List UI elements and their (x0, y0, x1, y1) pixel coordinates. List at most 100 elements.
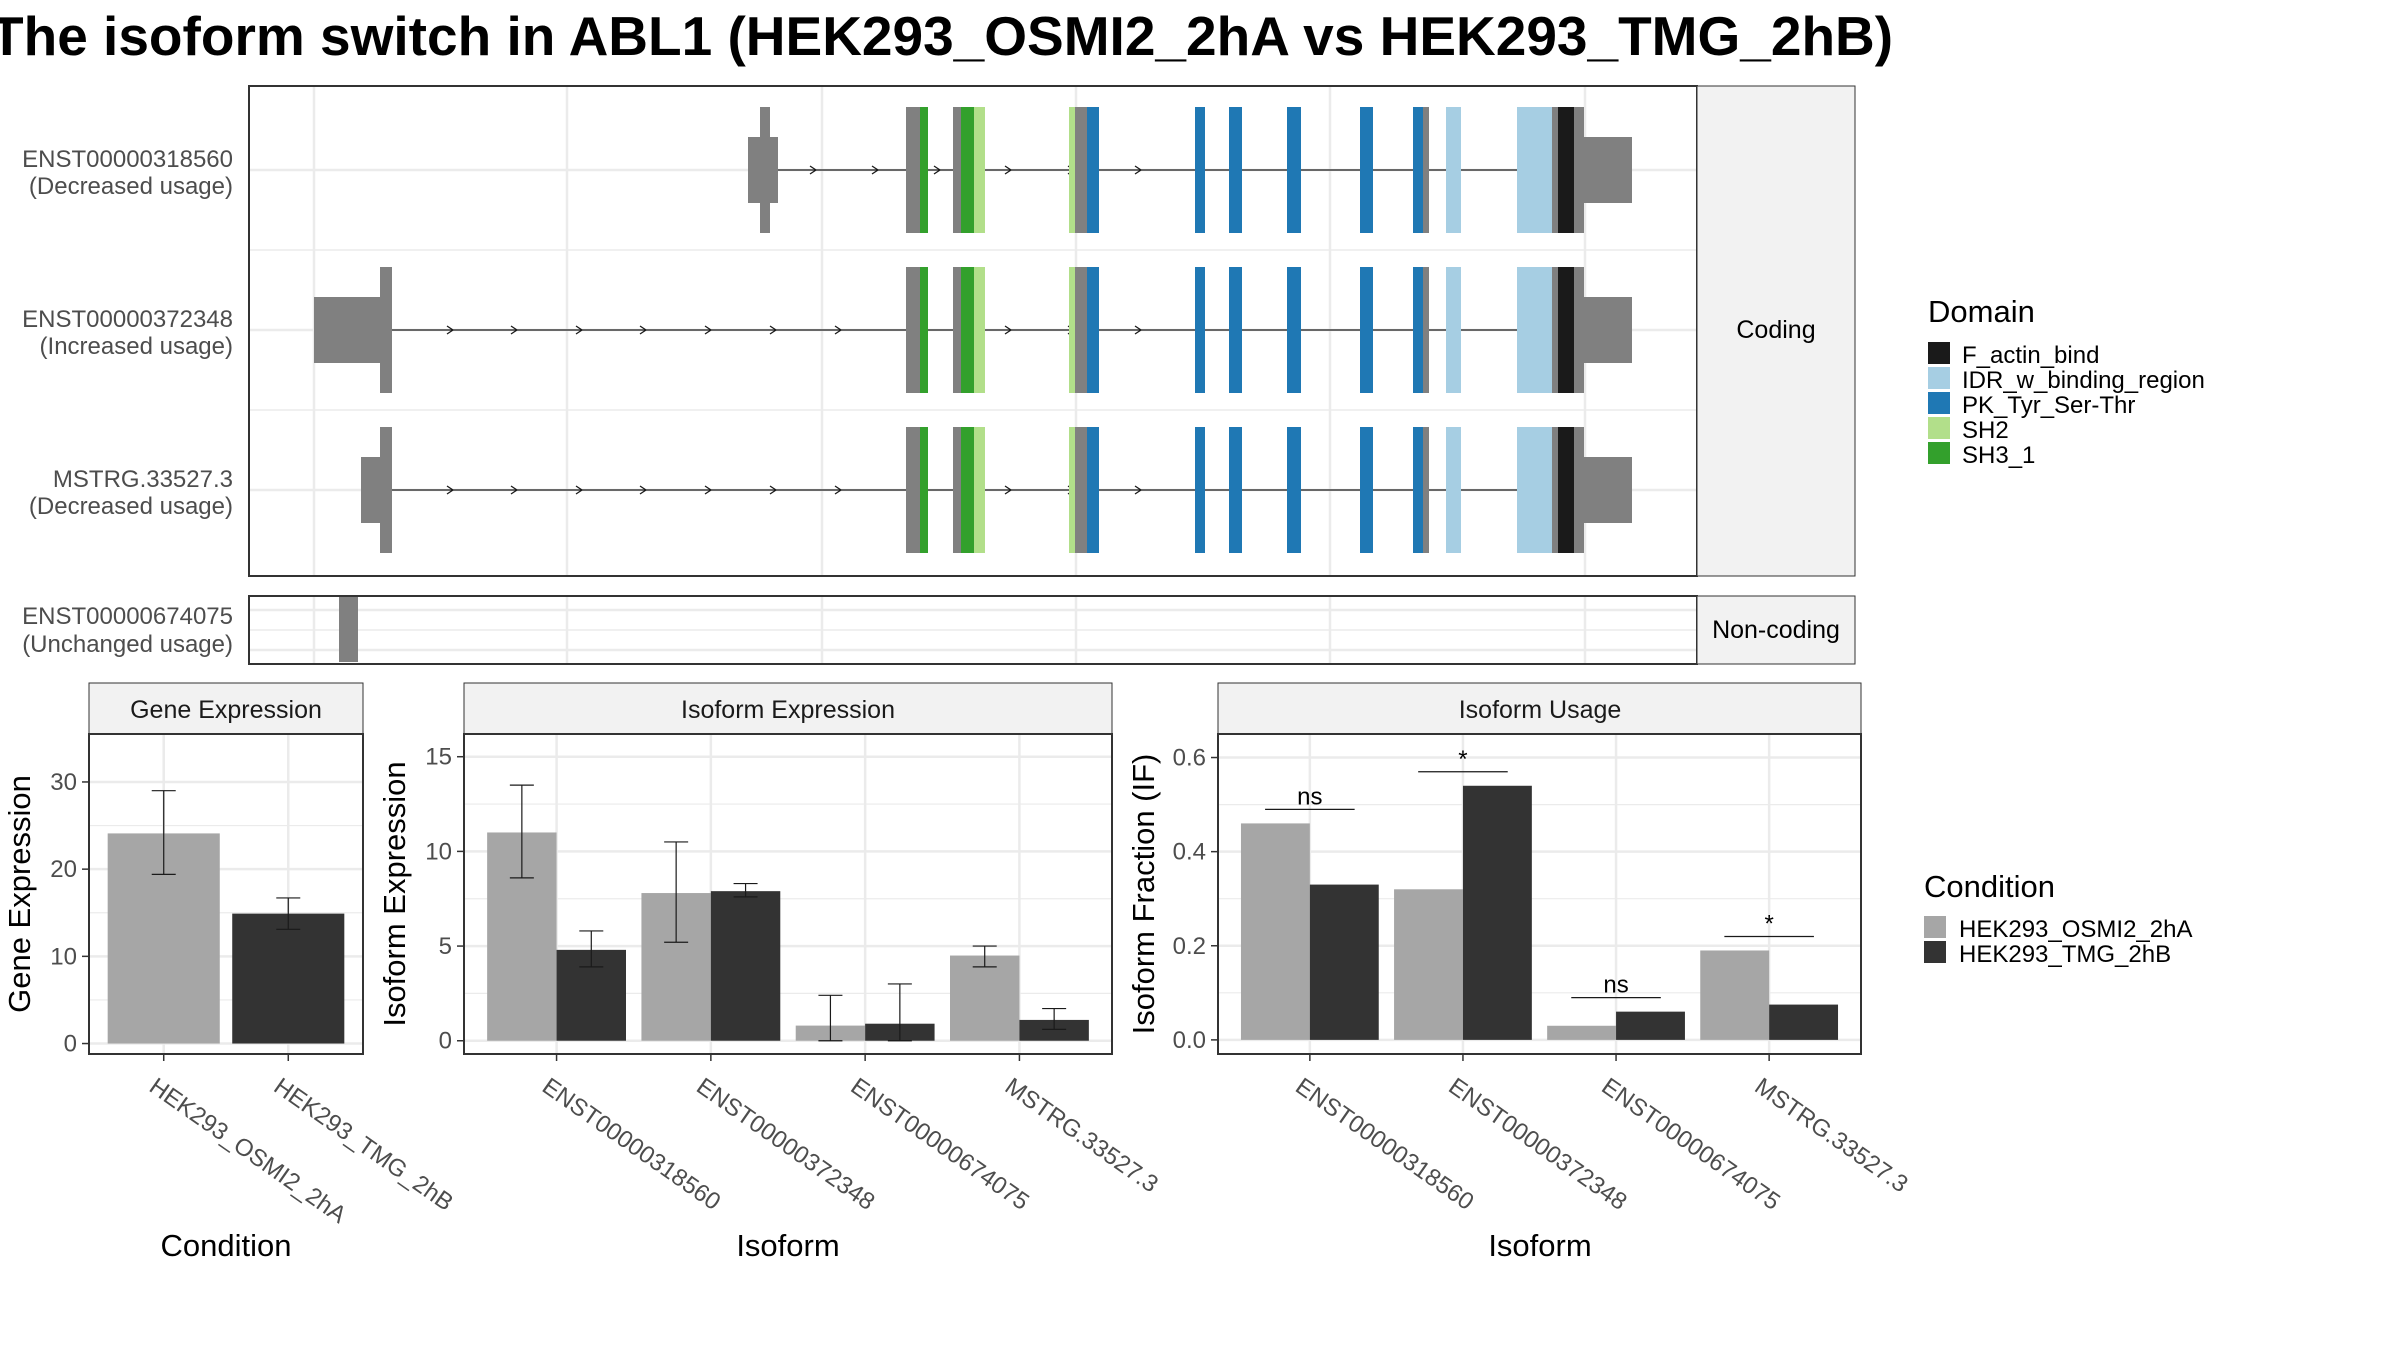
exon (1423, 267, 1429, 393)
y-tick-label: 0 (439, 1028, 452, 1055)
exon (920, 267, 928, 393)
legend-label: SH3_1 (1962, 442, 2035, 469)
exon (1558, 107, 1574, 233)
exon (380, 427, 392, 553)
bar (1394, 889, 1463, 1040)
x-tick-label: MSTRG.33527.3 (1000, 1073, 1163, 1198)
exon (1584, 457, 1632, 523)
transcript-id-label: ENST00000674075 (22, 603, 233, 630)
strand-arrow-icon (510, 485, 519, 495)
legend-swatch (1928, 342, 1950, 364)
strand-arrow-icon (575, 325, 584, 335)
exon (920, 107, 928, 233)
strand-arrow-icon (834, 325, 843, 335)
legend-swatch (1928, 392, 1950, 414)
chart-panel: Isoform Usagens*ns*0.00.20.40.6ENST00000… (1126, 682, 1913, 1263)
transcript-tracks (314, 107, 1632, 553)
exon (1360, 267, 1373, 393)
exon (1069, 427, 1075, 553)
exon (361, 457, 383, 523)
exon (961, 267, 974, 393)
legend-swatch (1928, 417, 1950, 439)
condition-legend: Condition HEK293_OSMI2_2hA HEK293_TMG_2h… (1924, 869, 2192, 968)
bar (1547, 1025, 1617, 1040)
chart-panel: Isoform Expression051015ENST00000318560E… (377, 682, 1163, 1263)
exon (1075, 107, 1087, 233)
strand-arrow-icon (446, 485, 455, 495)
y-tick-label: 30 (50, 769, 77, 796)
strand-arrow-icon (1134, 325, 1143, 335)
strand-arrow-icon (639, 325, 648, 335)
y-tick-label: 0.2 (1173, 933, 1206, 960)
strip-coding-label: Coding (1736, 316, 1815, 344)
exon (1069, 267, 1075, 393)
legend-label: PK_Tyr_Ser-Thr (1962, 392, 2135, 419)
strand-arrow-icon (446, 325, 455, 335)
legend-label: IDR_w_binding_region (1962, 367, 2205, 394)
exon (1195, 107, 1205, 233)
significance-label: ns (1297, 783, 1322, 810)
y-tick-label: 0.4 (1173, 839, 1206, 866)
exon (1087, 427, 1099, 553)
transcript-panel: Coding Non-coding ENST00000318560 (Decre… (22, 85, 1856, 665)
exon (339, 597, 358, 662)
exon (1552, 107, 1558, 233)
exon (1087, 107, 1099, 233)
y-tick-label: 0.0 (1173, 1027, 1206, 1054)
y-tick-label: 0 (64, 1031, 77, 1058)
exon (953, 267, 961, 393)
strand-arrow-icon (1004, 485, 1013, 495)
strand-arrow-icon (1134, 165, 1143, 175)
strand-arrow-icon (769, 325, 778, 335)
exon (1423, 107, 1429, 233)
exon (1287, 107, 1301, 233)
strand-arrow-icon (704, 325, 713, 335)
y-axis-title: Isoform Expression (377, 761, 412, 1026)
exon (1195, 427, 1205, 553)
bar (1019, 1019, 1089, 1041)
exon (1087, 267, 1099, 393)
y-tick-label: 0.6 (1173, 745, 1206, 772)
exon (1413, 427, 1423, 553)
bar-chart-panels: Gene Expression0102030HEK293_OSMI2_2hAHE… (2, 682, 1913, 1263)
legend-label: HEK293_OSMI2_2hA (1959, 916, 2192, 943)
legend-label: SH2 (1962, 417, 2009, 444)
exon (1229, 427, 1242, 553)
strand-arrow-icon (1134, 485, 1143, 495)
exon (920, 427, 928, 553)
figure-title: The isoform switch in ABL1 (HEK293_OSMI2… (0, 5, 1893, 67)
significance-label: * (1764, 910, 1773, 937)
exon (1552, 267, 1558, 393)
strand-arrow-icon (1004, 325, 1013, 335)
exon (906, 267, 920, 393)
transcript-usage-label: (Decreased usage) (29, 493, 233, 520)
y-tick-label: 15 (425, 744, 452, 771)
bar (1700, 950, 1770, 1040)
exon (1075, 267, 1087, 393)
transcript-usage-label: (Increased usage) (40, 333, 233, 360)
exon (1446, 427, 1461, 553)
exon (380, 267, 392, 393)
y-tick-label: 10 (425, 838, 452, 865)
y-tick-label: 5 (439, 933, 452, 960)
exon (1552, 427, 1558, 553)
exon (1069, 107, 1075, 233)
panel-title: Isoform Usage (1459, 696, 1622, 724)
exon (1517, 267, 1552, 393)
legend-swatch (1924, 916, 1946, 938)
strip-noncoding-label: Non-coding (1712, 616, 1840, 644)
exon (1584, 297, 1632, 363)
strand-arrow-icon (1004, 165, 1013, 175)
transcript-usage-label: (Unchanged usage) (22, 631, 233, 658)
exon (953, 427, 961, 553)
transcript-id-label: ENST00000318560 (22, 146, 233, 173)
x-tick-label: MSTRG.33527.3 (1750, 1073, 1913, 1198)
exon (1574, 107, 1584, 233)
legend-swatch (1928, 367, 1950, 389)
panel-border (88, 733, 364, 1055)
legend-swatch (1928, 442, 1950, 464)
y-axis-title: Isoform Fraction (IF) (1126, 754, 1161, 1035)
exon (974, 267, 985, 393)
domain-legend: Domain F_actin_bind IDR_w_binding_region… (1928, 294, 2205, 469)
